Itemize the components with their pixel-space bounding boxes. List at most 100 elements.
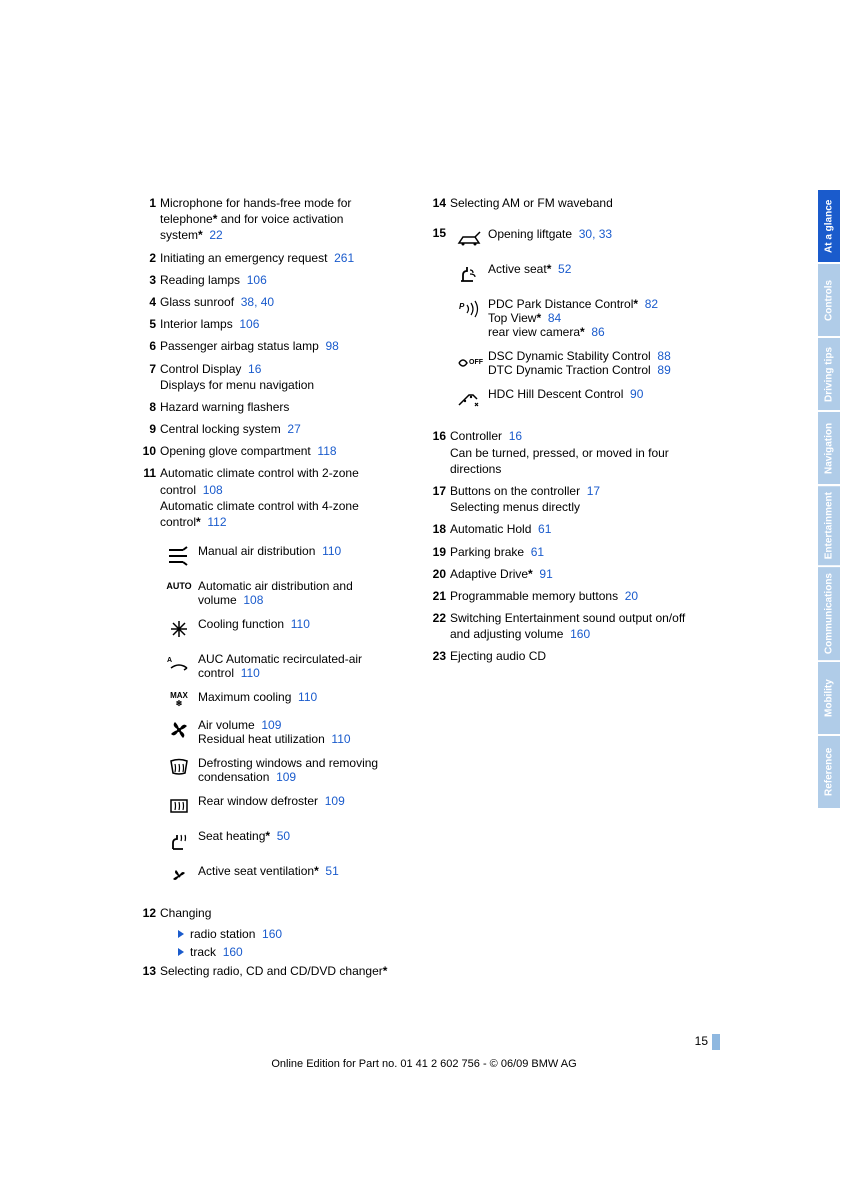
page-ref[interactable]: 16 xyxy=(248,362,261,376)
page-ref[interactable]: 261 xyxy=(334,251,354,265)
page-ref[interactable]: 27 xyxy=(287,422,300,436)
active-seat-icon xyxy=(450,262,488,287)
entry-11: 11 Automatic climate control with 2-zone… xyxy=(138,465,408,530)
entry-16: 16 Controller 16Can be turned, pressed, … xyxy=(428,428,698,477)
page-ref[interactable]: 109 xyxy=(276,770,296,784)
page-ref[interactable]: 90 xyxy=(630,387,643,401)
page-ref[interactable]: 61 xyxy=(538,522,551,536)
entry-22: 22 Switching Entertainment sound output … xyxy=(428,610,698,642)
recirculation-icon: A xyxy=(160,652,198,677)
icon-row-pdc: P PDC Park Distance Control 82 Top View … xyxy=(450,297,698,339)
tab-at-a-glance[interactable]: At a glance xyxy=(818,190,840,262)
footnote-star xyxy=(198,228,203,242)
icon-row-active-seat: Active seat 52 xyxy=(450,262,698,287)
page-ref[interactable]: 38, 40 xyxy=(241,295,274,309)
page-ref[interactable]: 110 xyxy=(331,732,350,746)
page-ref[interactable]: 108 xyxy=(243,593,263,607)
page-ref[interactable]: 110 xyxy=(241,666,260,680)
icon-row-manual-air: Manual air distribution 110 xyxy=(160,544,408,569)
entry-17: 17 Buttons on the controller 17Selecting… xyxy=(428,483,698,515)
tab-reference[interactable]: Reference xyxy=(818,736,840,808)
page-ref[interactable]: 22 xyxy=(209,228,222,242)
side-tabs: At a glanceControlsDriving tipsNavigatio… xyxy=(818,190,840,810)
icon-row-liftgate: Opening liftgate 30, 33 xyxy=(450,227,698,252)
entry-number: 1 xyxy=(138,195,160,244)
sub-item-radio: radio station 160 xyxy=(178,927,408,941)
page-ref[interactable]: 51 xyxy=(325,864,338,878)
page-ref[interactable]: 160 xyxy=(570,627,590,641)
page-ref[interactable]: 110 xyxy=(322,544,341,558)
entry-21: 21 Programmable memory buttons 20 xyxy=(428,588,698,604)
page-ref[interactable]: 88 xyxy=(657,349,670,363)
tab-controls[interactable]: Controls xyxy=(818,264,840,336)
page-ref[interactable]: 20 xyxy=(625,589,638,603)
entry-9: 9 Central locking system 27 xyxy=(138,421,408,437)
fan-icon xyxy=(160,718,198,743)
page-ref[interactable]: 118 xyxy=(317,444,336,458)
page-ref[interactable]: 89 xyxy=(657,363,670,377)
icon-row-volume: Air volume 109Residual heat utilization … xyxy=(160,718,408,746)
page-ref[interactable]: 106 xyxy=(247,273,267,287)
entry-23: 23 Ejecting audio CD xyxy=(428,648,698,664)
page-ref[interactable]: 50 xyxy=(277,829,290,843)
page-ref[interactable]: 112 xyxy=(207,515,226,529)
icon-row-auc: A AUC Automatic recirculated-air control… xyxy=(160,652,408,680)
page-ref[interactable]: 160 xyxy=(262,927,282,941)
svg-text:A: A xyxy=(167,657,172,664)
page-ref[interactable]: 16 xyxy=(509,429,522,443)
entry-4: 4 Glass sunroof 38, 40 xyxy=(138,294,408,310)
entry-18: 18 Automatic Hold 61 xyxy=(428,521,698,537)
page-ref[interactable]: 108 xyxy=(203,483,223,497)
icon-row-seat-heat: Seat heating 50 xyxy=(160,829,408,854)
entry-2: 2 Initiating an emergency request 261 xyxy=(138,250,408,266)
icon-row-dsc: OFF DSC Dynamic Stability Control 88 DTC… xyxy=(450,349,698,377)
liftgate-icon xyxy=(450,227,488,252)
hdc-icon xyxy=(450,387,488,412)
entry-20: 20 Adaptive Drive 91 xyxy=(428,566,698,582)
entry-5: 5 Interior lamps 106 xyxy=(138,316,408,332)
air-distribution-icon xyxy=(160,544,198,569)
right-column: 14 Selecting AM or FM waveband 15 Openin… xyxy=(428,195,698,986)
entry-6: 6 Passenger airbag status lamp 98 xyxy=(138,338,408,354)
page-number: 15 xyxy=(695,1034,720,1050)
tab-mobility[interactable]: Mobility xyxy=(818,662,840,734)
icon-row-seat-vent: Active seat ventilation 51 xyxy=(160,864,408,889)
page-ref[interactable]: 52 xyxy=(558,262,571,276)
page-ref[interactable]: 61 xyxy=(531,545,544,559)
tab-navigation[interactable]: Navigation xyxy=(818,412,840,484)
tab-driving-tips[interactable]: Driving tips xyxy=(818,338,840,410)
page-ref[interactable]: 98 xyxy=(325,339,338,353)
page-ref[interactable]: 110 xyxy=(298,690,317,704)
footer-text: Online Edition for Part no. 01 41 2 602 … xyxy=(0,1058,848,1070)
entry-8: 8 Hazard warning flashers xyxy=(138,399,408,415)
page-ref[interactable]: 110 xyxy=(291,617,310,631)
icon-row-cooling: Cooling function 110 xyxy=(160,617,408,642)
page-ref[interactable]: 109 xyxy=(261,718,281,732)
svg-text:P: P xyxy=(459,302,465,311)
entry-text: Microphone for hands-free mode for telep… xyxy=(160,195,408,244)
icon-row-rear-defrost: Rear window defroster 109 xyxy=(160,794,408,819)
tab-communications[interactable]: Communications xyxy=(818,567,840,660)
page-ref[interactable]: 17 xyxy=(587,484,600,498)
page-ref[interactable]: 106 xyxy=(239,317,259,331)
entry-19: 19 Parking brake 61 xyxy=(428,544,698,560)
page-ref[interactable]: 109 xyxy=(325,794,345,808)
seat-heating-icon xyxy=(160,829,198,854)
tab-entertainment[interactable]: Entertainment xyxy=(818,486,840,565)
auto-icon: AUTO xyxy=(160,579,198,591)
sub-item-track: track 160 xyxy=(178,945,408,959)
entry-3: 3 Reading lamps 106 xyxy=(138,272,408,288)
page-ref[interactable]: 160 xyxy=(223,945,243,959)
page-ref[interactable]: 91 xyxy=(539,567,552,581)
page-ref[interactable]: 30, 33 xyxy=(579,227,612,241)
max-cooling-icon: MAX❄ xyxy=(160,690,198,708)
left-column: 1 Microphone for hands-free mode for tel… xyxy=(138,195,408,986)
page-ref[interactable]: 86 xyxy=(591,325,604,339)
defrost-front-icon xyxy=(160,756,198,781)
page-ref[interactable]: 82 xyxy=(645,297,658,311)
triangle-icon xyxy=(178,930,184,938)
snowflake-icon xyxy=(160,617,198,642)
icon-row-hdc: HDC Hill Descent Control 90 xyxy=(450,387,698,412)
entry-7: 7 Control Display 16Displays for menu na… xyxy=(138,361,408,393)
page-ref[interactable]: 84 xyxy=(548,311,561,325)
